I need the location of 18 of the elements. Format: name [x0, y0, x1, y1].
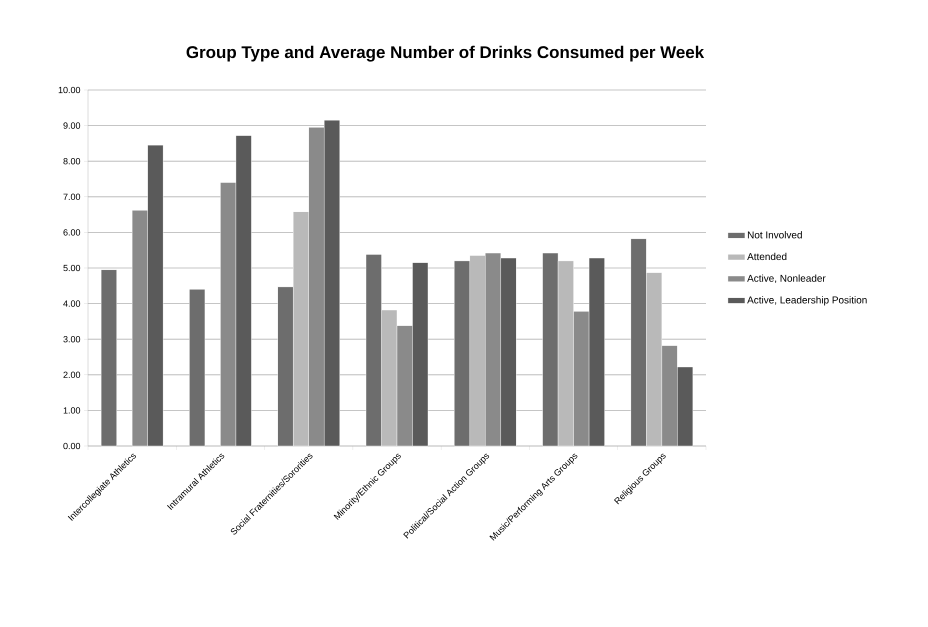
y-tick-label: 10.00 [58, 86, 80, 94]
bar [189, 289, 206, 446]
y-tick-label: 4.00 [63, 300, 80, 307]
y-tick-label: 0.00 [63, 442, 80, 450]
legend-label: Attended [747, 252, 786, 260]
y-tick-label: 9.00 [63, 122, 80, 129]
bar [100, 270, 117, 446]
y-tick-label: 3.00 [63, 336, 80, 342]
y-tick-label: 1.00 [64, 407, 80, 414]
chart-title: Group Type and Average Number of Drinks Consumed per Week [186, 46, 704, 62]
y-tick-label: 5.00 [63, 264, 80, 272]
y-tick-label: 8.00 [63, 158, 80, 164]
y-tick-label: 6.00 [63, 229, 80, 236]
y-tick-label: 7.00 [63, 194, 80, 200]
legend-label: Active, Nonleader [747, 274, 826, 283]
legend-label: Not Involved [748, 231, 802, 238]
y-tick-label: 2.00 [63, 372, 80, 378]
legend-label: Active, Leadership Position [747, 296, 867, 306]
